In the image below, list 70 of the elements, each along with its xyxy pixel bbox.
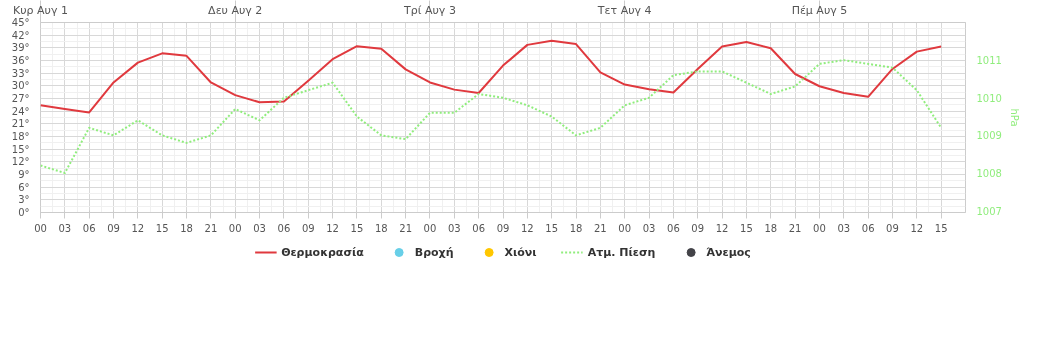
- annotation: Τετ Αυγ 4: [596, 3, 652, 17]
- y2-axis-title: hPa: [1008, 108, 1020, 127]
- x-tick-label: 03: [642, 222, 656, 234]
- x-tick-label: 03: [58, 222, 72, 234]
- y-tick-label: 30°: [11, 80, 30, 92]
- legend-label: Ατμ. Πίεση: [587, 245, 656, 259]
- x-tick-label: 12: [715, 222, 729, 234]
- y-tick-label: 33°: [11, 67, 30, 79]
- x-tick-label: 09: [496, 222, 510, 234]
- legend-label: Θερμοκρασία: [281, 245, 364, 259]
- x-tick-label: 15: [155, 222, 169, 234]
- y-tick-label: 27°: [11, 93, 30, 104]
- x-tick-label: 12: [326, 222, 339, 234]
- x-tick-label: 21: [399, 222, 412, 234]
- y-tick-label: 3°: [18, 194, 30, 206]
- x-tick-label: 06: [82, 222, 96, 234]
- x-tick-label: 00: [618, 222, 632, 234]
- x-tick-label: 03: [837, 222, 851, 234]
- y-tick-label: 42°: [11, 29, 30, 41]
- y-tick-label: 39°: [11, 42, 30, 54]
- y-tick-label: 6°: [18, 181, 30, 193]
- x-tick-label: 12: [520, 222, 534, 234]
- x-tick-label: 00: [423, 222, 437, 234]
- y2-tick-label: 1007: [976, 205, 1002, 217]
- y-tick-label: 12°: [11, 156, 30, 168]
- x-tick-label: 09: [886, 222, 899, 234]
- x-tick-label: 09: [301, 222, 315, 234]
- x-tick-label: 03: [447, 222, 461, 234]
- x-tick-label: 15: [545, 222, 559, 234]
- x-tick-label: 15: [934, 222, 948, 234]
- y-tick-label: 24°: [11, 105, 30, 117]
- x-tick-label: 06: [277, 222, 291, 234]
- legend-label: Χιόνι: [504, 245, 537, 259]
- y-tick-label: 36°: [11, 55, 30, 66]
- x-tick-label: 18: [764, 222, 778, 234]
- x-tick-label: 15: [740, 222, 753, 234]
- x-tick-label: 12: [910, 222, 924, 234]
- y-tick-label: 21°: [11, 118, 30, 130]
- legend-label: Άνεμος: [706, 245, 751, 259]
- x-tick-label: 18: [180, 222, 193, 234]
- x-tick-label: 21: [204, 222, 218, 234]
- y2-tick-label: 1009: [976, 130, 1002, 142]
- y-tick-label: 15°: [11, 143, 30, 155]
- y-tick-label: 0°: [18, 207, 30, 218]
- x-tick-label: 12: [131, 222, 145, 234]
- y-tick-label: 9°: [18, 169, 30, 180]
- y-tick-label: 45°: [11, 17, 30, 28]
- x-tick-label: 00: [813, 222, 826, 234]
- y-tick-label: 18°: [11, 131, 30, 142]
- x-tick-label: 06: [667, 222, 680, 234]
- y2-tick-label: 1011: [976, 55, 1002, 67]
- annotation: Πέμ Αυγ 5: [791, 3, 848, 17]
- y2-tick-label: 1008: [976, 168, 1002, 179]
- annotation: Δευ Αυγ 2: [208, 3, 263, 17]
- x-tick-label: 06: [472, 222, 486, 234]
- annotation: Κυρ Αυγ 1: [13, 3, 68, 17]
- x-tick-label: 09: [691, 222, 705, 234]
- legend-label: Βροχή: [414, 245, 454, 259]
- x-tick-label: 00: [34, 222, 47, 234]
- x-tick-label: 21: [788, 222, 802, 234]
- y2-tick-label: 1010: [976, 92, 1002, 104]
- x-tick-label: 06: [861, 222, 875, 234]
- x-tick-label: 21: [594, 222, 607, 234]
- x-tick-label: 18: [374, 222, 388, 234]
- x-tick-label: 18: [569, 222, 583, 234]
- x-tick-label: 00: [228, 222, 242, 234]
- x-tick-label: 15: [350, 222, 364, 234]
- annotation: Τρί Αυγ 3: [403, 3, 456, 17]
- x-tick-label: 09: [107, 222, 120, 234]
- x-tick-label: 03: [253, 222, 266, 234]
